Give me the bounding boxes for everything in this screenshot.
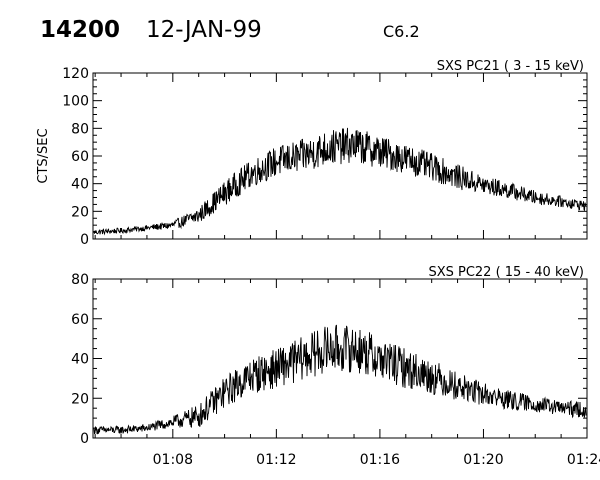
x-tick-label: 01:24 [567,452,600,468]
y-tick-label: 120 [62,66,89,82]
flare-class: C6.2 [383,22,420,41]
pc21-panel: SXS PC21 ( 3 - 15 keV) CTS/SEC 0 20 40 60 80 10… [36,59,588,248]
y-tick-label: 20 [71,391,89,407]
panel-title: SXS PC21 ( 3 - 15 keV) [437,59,584,74]
x-tick-label: 01:08 [153,452,193,468]
x-tick-label: 01:16 [360,452,400,468]
x-tick-label: 01:20 [463,452,503,468]
pc22-panel: SXS PC22 ( 15 - 40 keV) 0 20 40 60 80 01:08 01:… [71,265,600,468]
plot-frame [92,72,588,240]
count-rate-trace [93,324,587,435]
panel-title: SXS PC22 ( 15 - 40 keV) [428,265,584,280]
y-tick-label: 80 [71,121,89,137]
y-tick-label: 40 [71,177,89,193]
y-axis-label: CTS/SEC [36,128,51,183]
x-tick-label: 01:12 [256,452,296,468]
y-tick-label: 0 [80,431,89,447]
y-tick-label: 0 [80,232,89,248]
y-tick-label: 100 [62,94,89,110]
plot-frame [92,278,588,439]
y-tick-label: 60 [71,312,89,328]
y-tick-label: 80 [71,272,89,288]
y-tick-label: 60 [71,149,89,165]
y-tick-label: 20 [71,204,89,220]
count-rate-trace [93,127,587,236]
y-tick-label: 40 [71,352,89,368]
observation-date: 12-JAN-99 [146,17,262,43]
event-number: 14200 [40,17,121,43]
